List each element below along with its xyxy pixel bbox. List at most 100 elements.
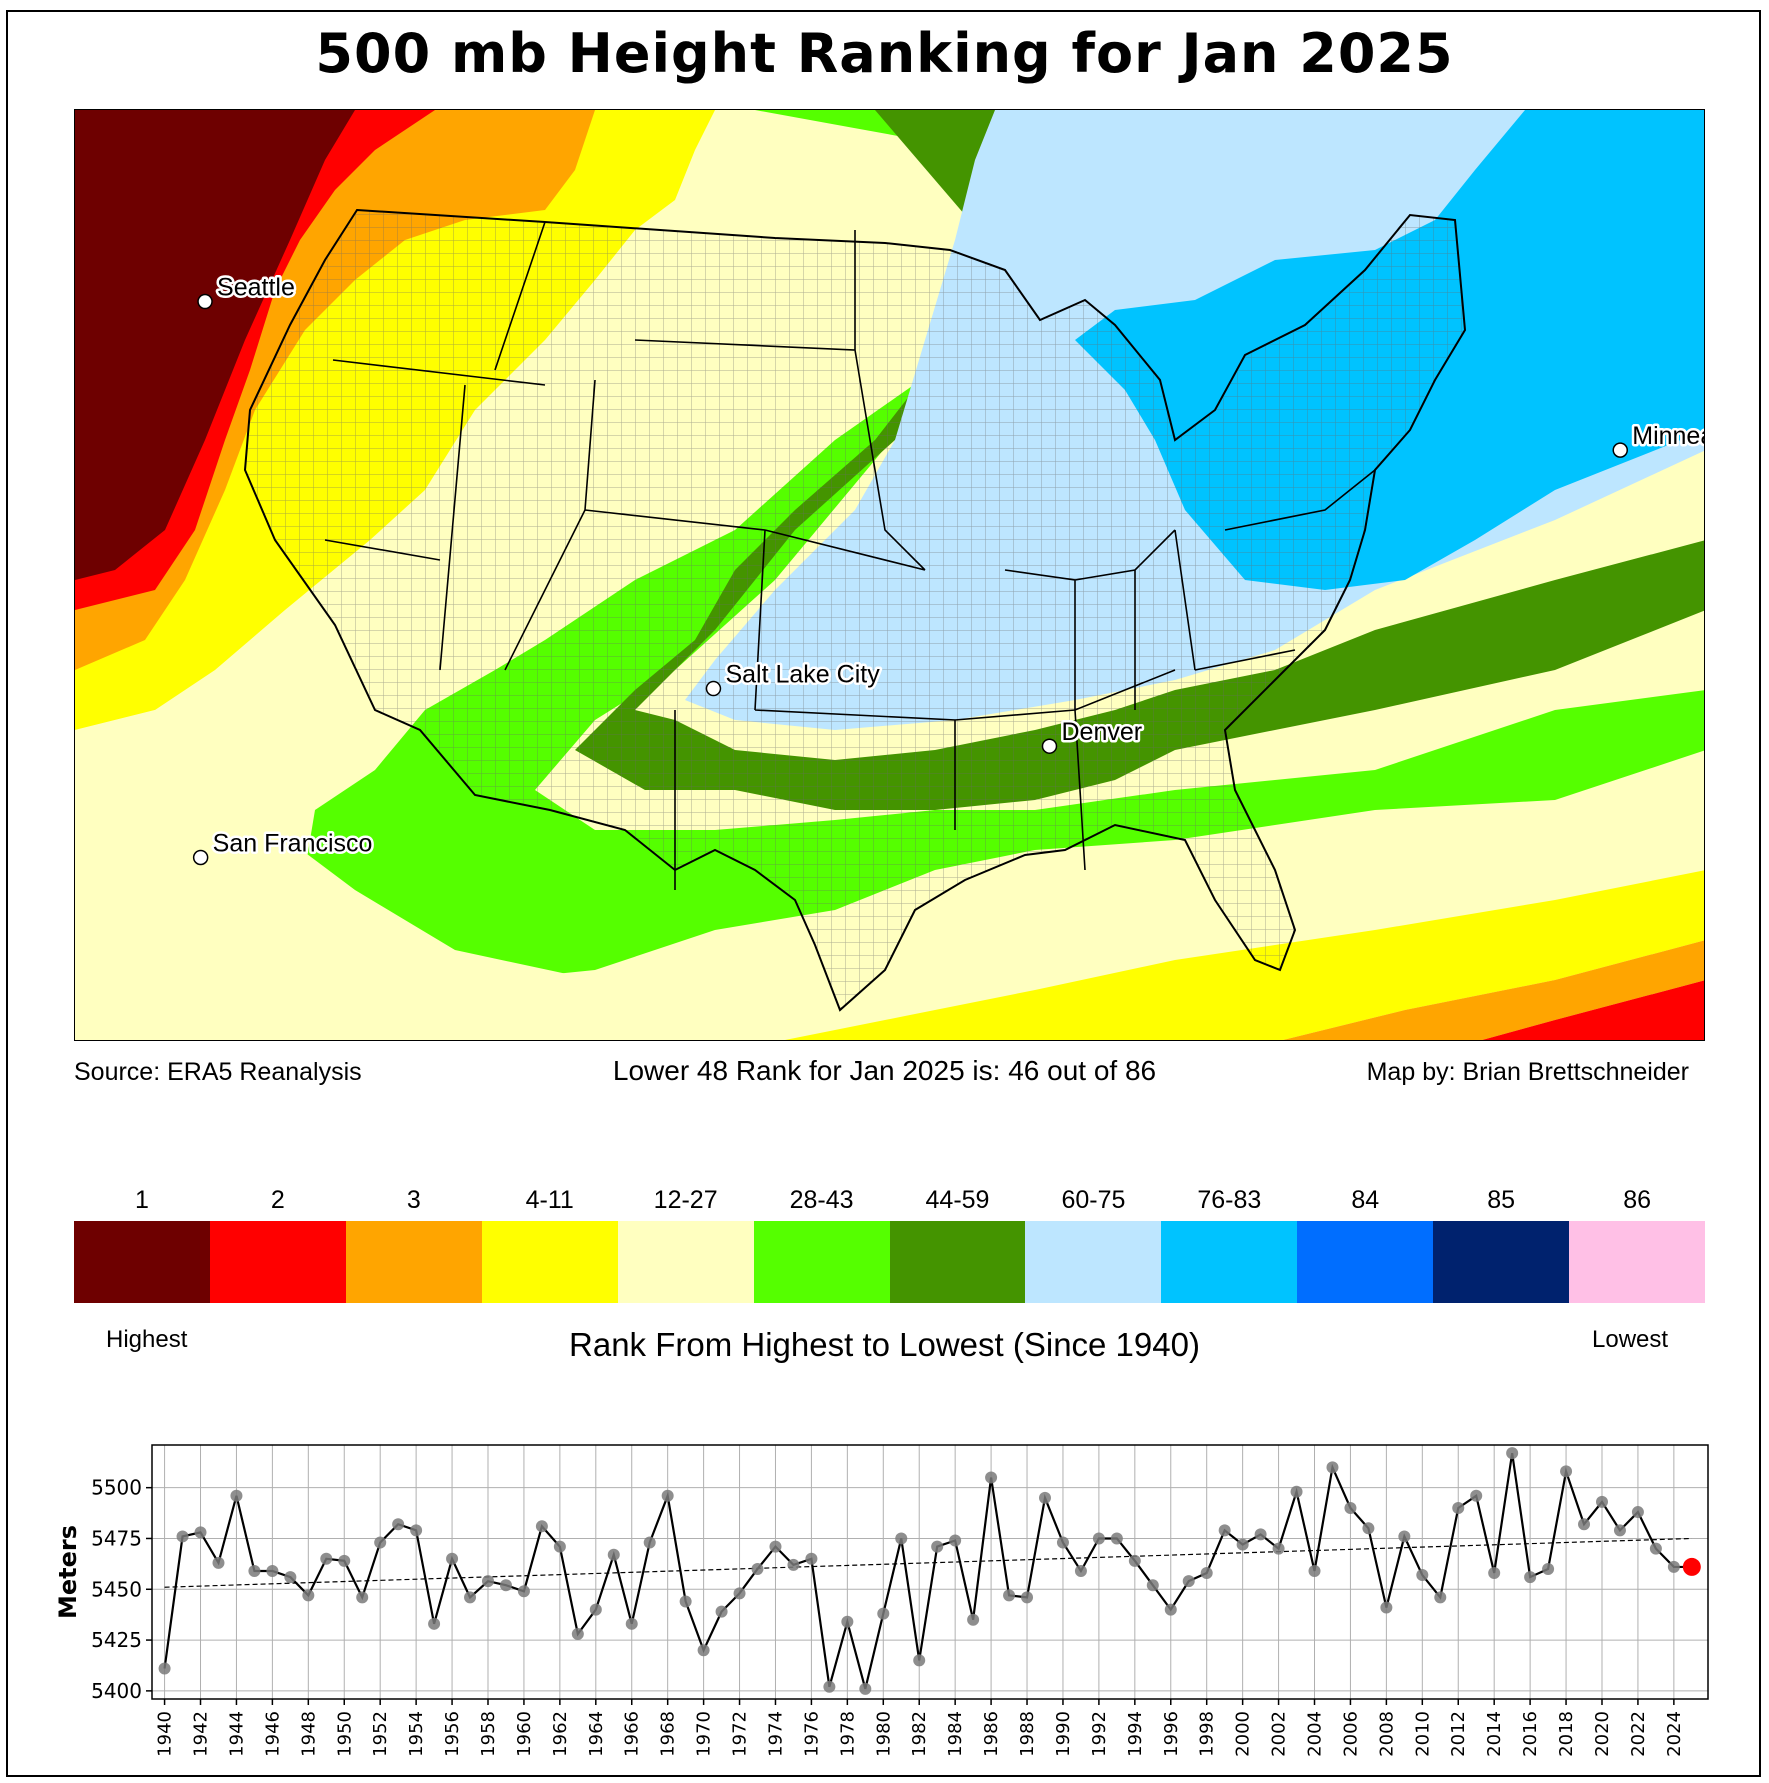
colorbar-bin-label: 60-75: [1061, 1186, 1126, 1214]
data-point: [1470, 1489, 1483, 1502]
city-label: Los Angeles: [416, 1040, 552, 1041]
data-point: [1398, 1530, 1411, 1543]
x-tick-label: 2004: [1305, 1711, 1326, 1757]
data-point: [1128, 1554, 1141, 1567]
rank-map-svg: Seattle San Francisco Los Angeles Salt Lake…: [75, 110, 1705, 1041]
x-tick-label: 2020: [1592, 1711, 1613, 1757]
data-point: [697, 1644, 710, 1657]
x-tick-label: 1964: [586, 1711, 607, 1757]
data-point: [1506, 1447, 1519, 1460]
x-tick-label: 1990: [1053, 1711, 1074, 1757]
y-tick-label: 5475: [91, 1526, 142, 1550]
data-point: [1074, 1564, 1087, 1577]
city-marker: [1612, 442, 1629, 458]
x-tick-label: 1986: [981, 1711, 1002, 1757]
city-marker: [705, 680, 722, 697]
rank-statement: Lower 48 Rank for Jan 2025 is: 46 out of…: [612, 1055, 1157, 1086]
x-tick-label: 1960: [514, 1711, 535, 1757]
colorbar-swatch: [1433, 1221, 1570, 1303]
colorbar-swatch: [753, 1221, 890, 1303]
x-tick-label: 1996: [1161, 1711, 1182, 1757]
highlight-point: [1682, 1557, 1701, 1576]
data-point: [1380, 1601, 1393, 1614]
city-denver: Denver: [1041, 716, 1145, 754]
city-marker: [1041, 738, 1058, 754]
plot-frame: [151, 1444, 1709, 1700]
data-point: [1434, 1591, 1447, 1604]
data-point: [643, 1536, 656, 1549]
x-tick-label: 1966: [622, 1711, 643, 1757]
data-point: [1344, 1501, 1357, 1514]
colorbar-right-label: Lowest: [1592, 1326, 1669, 1353]
data-point: [535, 1520, 548, 1533]
city-seattle: Seattle: [197, 271, 297, 310]
data-point: [1182, 1575, 1195, 1588]
y-tick-label: 5450: [91, 1577, 142, 1601]
data-point: [931, 1540, 944, 1553]
y-tick-label: 5500: [91, 1476, 142, 1500]
x-tick-label: 1956: [442, 1711, 463, 1757]
city-label: Salt Lake City: [725, 661, 880, 689]
source-caption: Source: ERA5 Reanalysis: [74, 1058, 362, 1086]
data-point: [679, 1595, 692, 1608]
x-tick-label: 1970: [694, 1711, 715, 1757]
y-axis-label: Meters: [54, 1525, 82, 1619]
x-tick-label: 1994: [1125, 1711, 1146, 1757]
data-point: [949, 1534, 962, 1547]
band-1-west: [75, 110, 355, 580]
x-tick-label: 1974: [765, 1711, 786, 1757]
data-point: [1290, 1485, 1303, 1498]
colorbar-bin-label: 3: [406, 1186, 421, 1214]
data-point: [661, 1489, 674, 1502]
data-point: [338, 1554, 351, 1567]
data-point: [1613, 1524, 1626, 1537]
x-tick-label: 1954: [406, 1711, 427, 1757]
data-point: [805, 1552, 818, 1565]
data-point: [1452, 1501, 1465, 1514]
colorbar-bin-label: 4-11: [525, 1186, 574, 1214]
data-point: [248, 1564, 261, 1577]
data-point: [787, 1558, 800, 1571]
data-point: [428, 1617, 441, 1630]
data-point: [374, 1536, 387, 1549]
data-point: [1056, 1536, 1069, 1549]
y-tick-label: 5400: [91, 1679, 142, 1703]
x-tick-label: 1998: [1197, 1711, 1218, 1757]
data-point: [158, 1662, 171, 1675]
colorbar-bin-label: 12-27: [653, 1186, 718, 1214]
band-12-27-south: [75, 710, 1704, 1040]
data-point: [194, 1526, 207, 1539]
x-tick-label: 2022: [1628, 1711, 1649, 1757]
data-point: [967, 1613, 980, 1626]
data-point: [1254, 1528, 1267, 1541]
data-point: [1092, 1532, 1105, 1545]
colorbar-swatch: [1025, 1221, 1162, 1303]
x-tick-label: 1984: [945, 1711, 966, 1757]
x-tick-label: 1968: [658, 1711, 679, 1757]
data-point: [212, 1556, 225, 1569]
data-point: [1326, 1461, 1339, 1474]
data-point: [1631, 1506, 1644, 1519]
city-minneapolis: Minneapolis: [1612, 420, 1705, 458]
x-tick-label: 1980: [873, 1711, 894, 1757]
colorbar-left-label: Highest: [106, 1326, 188, 1353]
colorbar-bin-label: 76-83: [1197, 1186, 1262, 1214]
data-point: [1542, 1562, 1555, 1575]
data-point: [284, 1571, 297, 1584]
data-point: [1110, 1532, 1123, 1545]
city-marker: [192, 849, 209, 866]
band-2-south: [1482, 980, 1704, 1040]
data-point: [1003, 1589, 1016, 1602]
colorbar-swatch: [209, 1221, 346, 1303]
data-point: [1667, 1560, 1680, 1573]
data-point: [607, 1548, 620, 1561]
city-label: Minneapolis: [1632, 422, 1705, 450]
colorbar: [74, 1221, 1706, 1303]
data-point: [1416, 1569, 1429, 1582]
data-point: [733, 1587, 746, 1600]
data-point: [985, 1471, 998, 1484]
x-tick-label: 1952: [370, 1711, 391, 1757]
x-tick-label: 2010: [1412, 1711, 1433, 1757]
data-point: [446, 1552, 459, 1565]
band-44-59: [575, 110, 1704, 810]
